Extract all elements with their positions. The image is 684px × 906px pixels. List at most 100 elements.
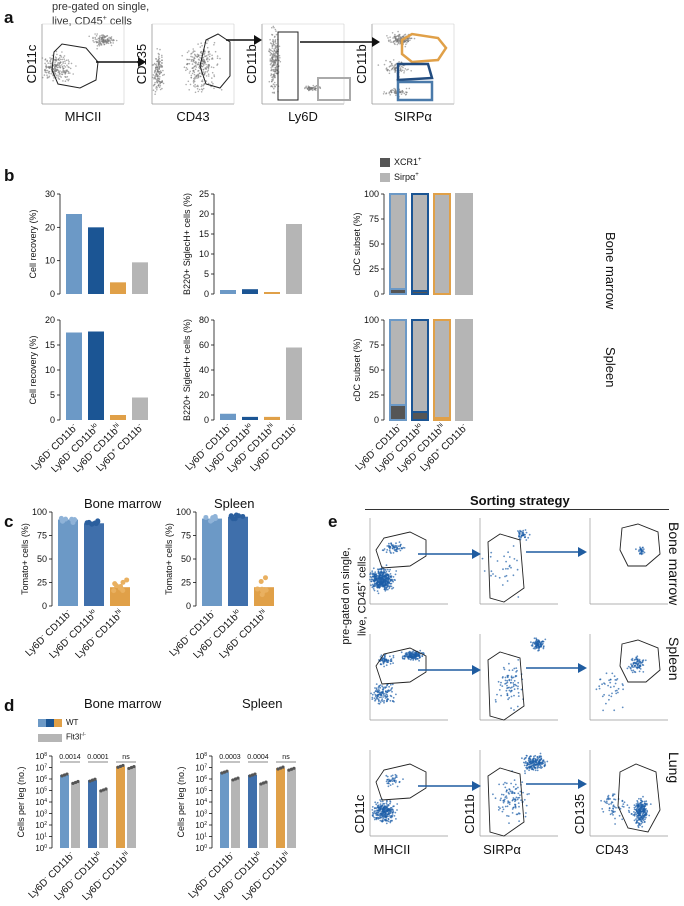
flow-dot: [201, 84, 203, 86]
e-gate: [375, 763, 427, 801]
e-flow-dot: [525, 804, 528, 807]
e-flow-dot: [377, 578, 380, 580]
e-flow-dot: [637, 805, 640, 808]
e-flow-dot: [513, 683, 515, 686]
legend-wt: WT: [38, 716, 86, 729]
flow-dot: [94, 33, 96, 35]
e-flow-dot: [415, 653, 418, 656]
e-flow-dot: [371, 573, 374, 576]
flow-dot: [393, 65, 395, 67]
gate-arrow-head: [254, 35, 262, 45]
e-flow-dot: [641, 825, 644, 828]
flow-dot: [64, 66, 67, 68]
e-flow-dot: [534, 647, 536, 650]
e-flow-dot: [615, 692, 618, 695]
d-ytick-label: 107: [35, 764, 47, 773]
flow-dot: [46, 76, 49, 78]
flow-dot: [209, 53, 211, 55]
flow-dot: [272, 70, 275, 72]
e-flow-dot: [516, 568, 519, 571]
b-ytick-label: 100: [364, 315, 379, 325]
e-flow-dot: [392, 805, 394, 808]
e-flow-dot: [371, 696, 374, 699]
e-flow-dot: [521, 781, 524, 783]
flow-dot: [207, 73, 210, 75]
flow-dot: [194, 76, 196, 79]
e-flow-dot: [601, 683, 603, 686]
e-flow-dot: [379, 580, 381, 583]
flow-dot: [196, 53, 199, 56]
e-flow-dot: [643, 821, 646, 823]
e-flow-dot: [636, 800, 639, 802]
flow-dot: [385, 68, 388, 70]
e-flow-dot: [521, 531, 524, 534]
e-flow-dot: [388, 782, 390, 785]
flow-dot: [275, 68, 278, 70]
flow-dot: [161, 59, 163, 61]
e-flow-dot: [389, 582, 392, 585]
e-flow-dot: [601, 808, 604, 810]
e-flow-dot: [387, 575, 390, 577]
flow-dot: [200, 42, 202, 44]
d-dot: [233, 777, 238, 781]
e-flow-dot: [510, 782, 512, 785]
e-flow-dot: [387, 808, 390, 811]
flow-dot: [272, 73, 275, 76]
e-flow-dot: [377, 592, 380, 595]
e-flow-dot: [638, 670, 641, 673]
flow-dot: [98, 43, 100, 46]
e-flow-dot: [370, 692, 372, 695]
flow-dot: [67, 62, 70, 65]
e-flow-dot: [382, 817, 384, 820]
e-flow-dot: [496, 693, 498, 696]
e-flow-dot: [389, 573, 392, 575]
flow-dot: [274, 39, 277, 41]
b-ytick-label: 50: [369, 365, 379, 375]
b-ytick-label: 5: [204, 269, 209, 279]
e-flow-dot: [499, 684, 502, 686]
e-flow-dot: [509, 790, 512, 793]
e-flow-dot: [524, 529, 527, 531]
e-flow-dot: [510, 695, 513, 698]
e-flow-dot: [634, 661, 637, 664]
e-flow-dot: [371, 809, 374, 811]
flow-dot: [193, 79, 195, 82]
e-flow-dot: [540, 757, 543, 760]
b-ytick-label: 0: [50, 415, 55, 425]
e-flow-dot: [381, 571, 383, 574]
plot-a-ylabel: CD11b: [244, 44, 259, 84]
e-flow-dot: [372, 585, 375, 588]
flow-dot: [402, 91, 404, 93]
d-dot: [259, 782, 263, 786]
flow-dot: [115, 39, 118, 42]
d-ytick-label: 104: [195, 798, 207, 807]
flow-dot: [92, 36, 94, 39]
flow-dot: [403, 70, 406, 72]
c-ylabel: Tomato+ cells (%): [164, 523, 174, 595]
b-stack-xcr1: [433, 417, 451, 421]
e-flow-dot: [394, 777, 396, 780]
e-flow-dot: [610, 809, 613, 812]
d-dot: [118, 764, 123, 768]
flow-dot: [210, 66, 213, 68]
flow-dot: [389, 61, 391, 63]
flow-dot: [68, 78, 70, 81]
c-dot: [120, 579, 126, 585]
e-flow-dot: [640, 797, 642, 800]
e-flow-dot: [390, 658, 393, 660]
flow-dot: [188, 50, 190, 52]
plot-a-xlabel: Ly6D: [288, 109, 318, 124]
e-flow-dot: [375, 577, 378, 580]
b-stack-sirpa: [455, 319, 473, 421]
b-ylabel: Cell recovery (%): [28, 209, 38, 278]
e-flow-dot: [644, 818, 646, 821]
flow-dot: [203, 73, 206, 75]
e-flow-dot: [379, 809, 381, 812]
d-bar: [60, 774, 69, 848]
flow-dot: [207, 51, 210, 54]
e-flow-dot: [505, 560, 507, 563]
e-flow-dot: [505, 782, 508, 785]
e-flow-dot: [513, 558, 516, 560]
d-dot: [222, 770, 227, 774]
e-flow-dot: [396, 550, 399, 553]
